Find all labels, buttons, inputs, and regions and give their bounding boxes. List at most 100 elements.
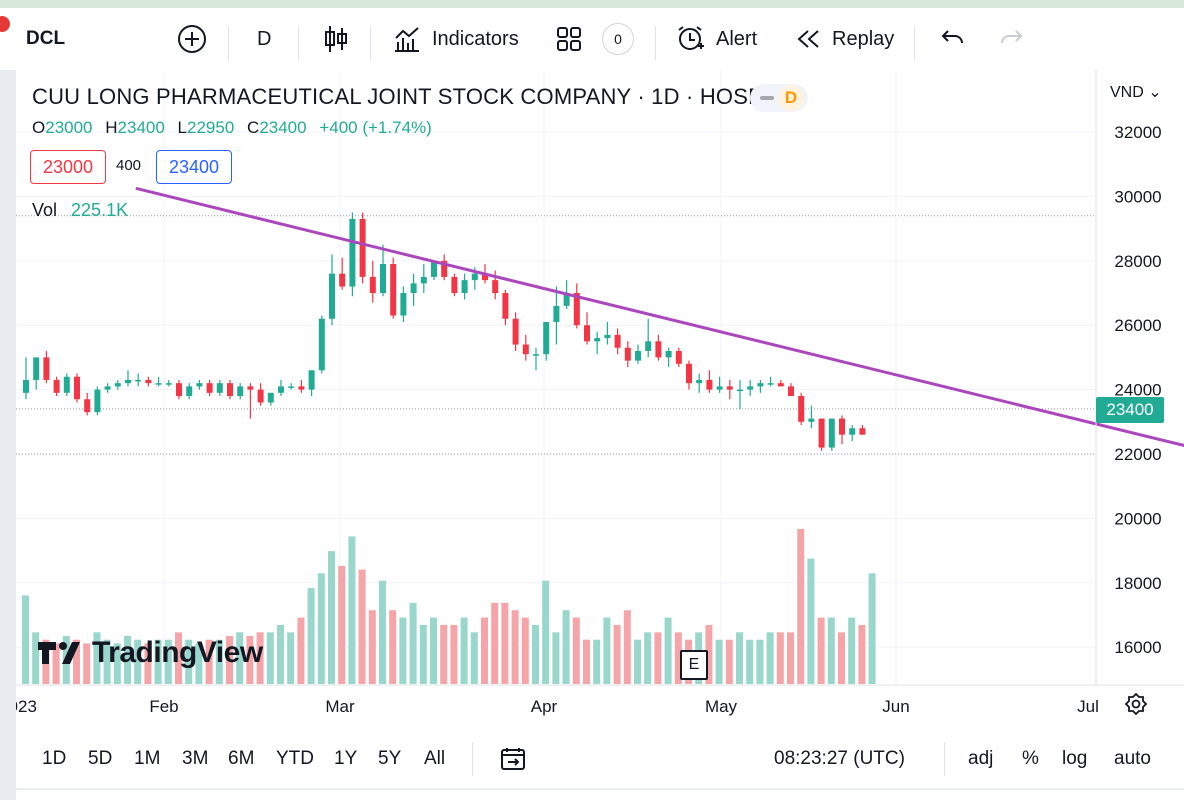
volume-bar xyxy=(317,573,325,684)
candle-body xyxy=(155,383,162,385)
candle-body xyxy=(349,218,356,287)
trendline[interactable] xyxy=(135,186,1184,450)
candle-body xyxy=(553,305,560,322)
volume-bar xyxy=(725,639,733,684)
volume-bar xyxy=(470,632,478,684)
y-tick-label: 22000 xyxy=(1114,445,1161,464)
chart-pane[interactable]: 32000 30000 28000 26000 24000 22000 20000 18000… xyxy=(16,70,1184,730)
y-tick-label: 28000 xyxy=(1114,252,1161,271)
volume-bar xyxy=(154,639,162,684)
candle-body xyxy=(267,392,274,403)
percent-toggle[interactable]: % xyxy=(1022,748,1039,769)
candle-body xyxy=(849,428,856,435)
volume-bar xyxy=(460,617,468,684)
volume-bar xyxy=(399,617,407,684)
volume-bar xyxy=(32,632,40,684)
alert-button[interactable]: Alert xyxy=(676,8,757,70)
date-range-button[interactable] xyxy=(500,730,526,788)
settings-button[interactable] xyxy=(1124,692,1148,721)
candle-body xyxy=(176,383,182,397)
candle-body xyxy=(777,383,784,387)
replay-icon xyxy=(797,30,819,48)
sell-button[interactable]: 23000 xyxy=(30,150,106,184)
y-tick-label: 20000 xyxy=(1114,509,1161,528)
volume-bar xyxy=(348,536,356,684)
volume-bar xyxy=(379,580,386,684)
candle-body xyxy=(543,321,550,355)
volume-bar xyxy=(644,632,652,684)
price-chart[interactable]: 32000 30000 28000 26000 24000 22000 20000 18000… xyxy=(16,70,1184,730)
candle-body xyxy=(563,293,570,306)
candle-body xyxy=(431,260,437,277)
volume-bar xyxy=(419,624,427,684)
candle-body xyxy=(492,280,499,293)
y-tick-label: 32000 xyxy=(1114,123,1161,142)
candle-body xyxy=(522,344,529,355)
volume-bar xyxy=(827,617,835,684)
range-6m[interactable]: 6M xyxy=(228,748,255,769)
range-1y[interactable]: 1Y xyxy=(334,748,358,769)
range-1m[interactable]: 1M xyxy=(134,748,161,769)
auto-toggle[interactable]: auto xyxy=(1114,748,1151,769)
candle-body xyxy=(329,273,335,319)
candle-body xyxy=(859,428,866,435)
layouts-count[interactable]: 0 xyxy=(602,8,634,70)
candle-body xyxy=(237,386,244,397)
replay-button[interactable]: Replay xyxy=(796,8,894,70)
undo-button[interactable] xyxy=(940,8,966,70)
x-tick-label: Feb xyxy=(149,697,178,716)
volume-bar xyxy=(368,610,376,684)
volume-bar xyxy=(338,565,346,684)
volume-bar xyxy=(246,636,254,684)
volume-bar xyxy=(511,610,519,684)
candle-body xyxy=(451,276,458,293)
candle-body xyxy=(94,389,101,413)
candle-body xyxy=(63,376,70,393)
volume-bar xyxy=(807,558,815,684)
volume-bar xyxy=(215,639,223,684)
volume-bar xyxy=(572,617,580,684)
range-all[interactable]: All xyxy=(424,748,446,769)
indicators-button[interactable]: Indicators xyxy=(392,8,519,70)
candle-body xyxy=(227,383,233,397)
candles-icon xyxy=(325,26,347,52)
clock[interactable]: 08:23:27 (UTC) xyxy=(774,748,905,769)
y-tick-label: 26000 xyxy=(1114,316,1161,335)
low-label: L xyxy=(177,118,188,137)
earnings-marker[interactable]: E xyxy=(680,650,708,680)
candle-body xyxy=(278,386,284,393)
symbol-search[interactable]: DCL xyxy=(26,8,65,70)
chart-title: CUU LONG PHARMACEUTICAL JOINT STOCK COMP… xyxy=(32,84,763,109)
volume-bar xyxy=(185,639,193,684)
chart-type-button[interactable] xyxy=(322,8,350,70)
volume-bar xyxy=(715,639,723,684)
interval-button[interactable]: D xyxy=(257,8,271,70)
status-badge: D xyxy=(750,84,808,112)
candle-body xyxy=(665,350,672,358)
compare-button[interactable] xyxy=(176,8,208,70)
range-5d[interactable]: 5D xyxy=(88,748,113,769)
range-ytd[interactable]: YTD xyxy=(276,748,314,769)
adjust-toggle[interactable]: adj xyxy=(968,748,994,769)
low-value: 22950 xyxy=(187,118,235,137)
volume-bar xyxy=(144,643,152,684)
volume-bar xyxy=(787,632,794,684)
indicators-icon xyxy=(395,27,419,52)
range-3m[interactable]: 3M xyxy=(182,748,209,769)
redo-button[interactable] xyxy=(998,8,1024,70)
volume-legend: Vol 225.1K xyxy=(32,200,128,221)
log-toggle[interactable]: log xyxy=(1062,748,1088,769)
currency-selector[interactable]: VND ⌄ xyxy=(1110,82,1162,102)
range-1d[interactable]: 1D xyxy=(42,748,67,769)
y-tick-label: 30000 xyxy=(1114,187,1161,206)
layouts-button[interactable] xyxy=(556,8,582,70)
volume-bar xyxy=(593,639,601,684)
candle-body xyxy=(573,293,580,326)
gear-icon xyxy=(1124,692,1148,716)
buy-button[interactable]: 23400 xyxy=(156,150,232,184)
volume-bar xyxy=(613,624,621,684)
candle-body xyxy=(410,283,417,293)
candle-body xyxy=(839,418,845,435)
range-5y[interactable]: 5Y xyxy=(378,748,402,769)
candle-body xyxy=(471,273,478,281)
